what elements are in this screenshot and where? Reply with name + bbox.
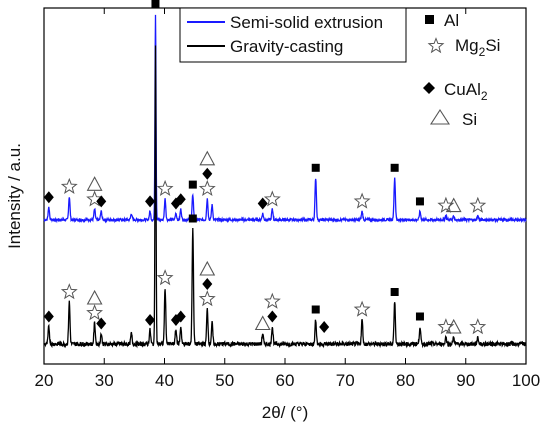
cual2-diamond-marker (319, 321, 330, 333)
series-legend-box (179, 7, 407, 63)
x-axis-title: 2θ/ (°) (262, 403, 308, 422)
series-legend: Semi-solid extrusion Gravity-casting (179, 7, 407, 63)
peak-marker-layer (43, 0, 487, 335)
cual2-diamond-marker (175, 310, 186, 323)
phase-legend-si: Si (429, 108, 477, 129)
phase-label-si: Si (462, 110, 477, 129)
y-axis-title: Intensity / a.u. (5, 143, 24, 249)
x-tick-label: 90 (456, 371, 475, 390)
si-triangle-marker (86, 176, 103, 191)
phase-label-cual2: CuAl2 (444, 80, 488, 103)
mg2si-star-marker (353, 300, 371, 317)
x-tick-label: 30 (95, 371, 114, 390)
phase-label-al: Al (444, 11, 459, 30)
series-line-0 (43, 14, 527, 224)
phase-label-mg2si: Mg2Si (455, 36, 500, 59)
cual2-diamond-marker (175, 193, 186, 206)
al-square-marker (188, 180, 197, 189)
mg2si-star-marker (86, 190, 104, 207)
cual2-diamond-marker (257, 197, 268, 210)
si-triangle-marker (445, 318, 462, 334)
al-square-marker (151, 0, 160, 8)
mg2si-star-marker (198, 179, 216, 197)
mg2si-star-marker (469, 318, 487, 335)
cual2-diamond-icon (423, 82, 435, 94)
x-axis-tick-labels: 20 30 40 50 60 70 80 90 100 (35, 371, 541, 390)
mg2si-star-marker (263, 292, 281, 309)
x-tick-label: 60 (276, 371, 295, 390)
mg2si-star-marker (198, 290, 216, 307)
cual2-diamond-marker (96, 317, 107, 330)
x-tick-label: 70 (336, 371, 355, 390)
cual2-diamond-marker (43, 310, 54, 323)
series-layer (43, 14, 527, 349)
cual2-diamond-marker (202, 167, 213, 180)
al-square-marker (415, 197, 424, 206)
si-triangle-marker (199, 260, 216, 276)
phase-legend-cual2: CuAl2 (423, 80, 488, 103)
x-tick-label: 40 (155, 371, 174, 390)
si-triangle-marker (86, 289, 103, 305)
mg2si-star-marker (469, 196, 487, 213)
al-square-marker (311, 163, 320, 172)
cual2-diamond-marker (96, 195, 107, 208)
mg2si-star-marker (427, 37, 445, 54)
mg2si-star-marker (60, 283, 78, 300)
legend-label-gravity: Gravity-casting (230, 37, 343, 56)
series-line-1 (43, 45, 527, 349)
si-triangle-icon (429, 108, 451, 125)
al-square-marker (415, 312, 424, 321)
cual2-diamond-marker (145, 314, 156, 326)
cual2-diamond-marker (267, 310, 278, 323)
x-tick-label: 80 (396, 371, 415, 390)
mg2si-star-icon (427, 37, 445, 54)
x-tick-label: 50 (215, 371, 234, 390)
al-square-marker (390, 288, 399, 296)
mg2si-star-marker (156, 179, 174, 197)
mg2si-star-marker (86, 304, 104, 321)
x-tick-label: 20 (35, 371, 54, 390)
si-triangle-marker (445, 197, 462, 213)
phase-legend: Al Mg2Si CuAl2 Si (423, 11, 500, 129)
cual2-diamond-marker (43, 191, 54, 204)
al-square-marker (390, 163, 399, 172)
si-triangle-marker (199, 150, 216, 166)
phase-legend-al: Al (425, 11, 459, 30)
al-square-marker (188, 214, 197, 223)
mg2si-star-marker (60, 177, 78, 194)
mg2si-star-marker (156, 269, 174, 286)
si-triangle-marker (254, 315, 271, 331)
mg2si-star-marker (263, 190, 281, 207)
mg2si-star-marker (353, 192, 371, 209)
cual2-diamond-marker (145, 195, 156, 208)
cual2-diamond-marker (202, 278, 213, 290)
al-square-icon (425, 15, 434, 24)
phase-legend-mg2si: Mg2Si (427, 36, 500, 59)
al-square-marker (311, 305, 320, 314)
legend-label-semi-solid: Semi-solid extrusion (230, 13, 383, 32)
x-tick-label: 100 (512, 371, 540, 390)
